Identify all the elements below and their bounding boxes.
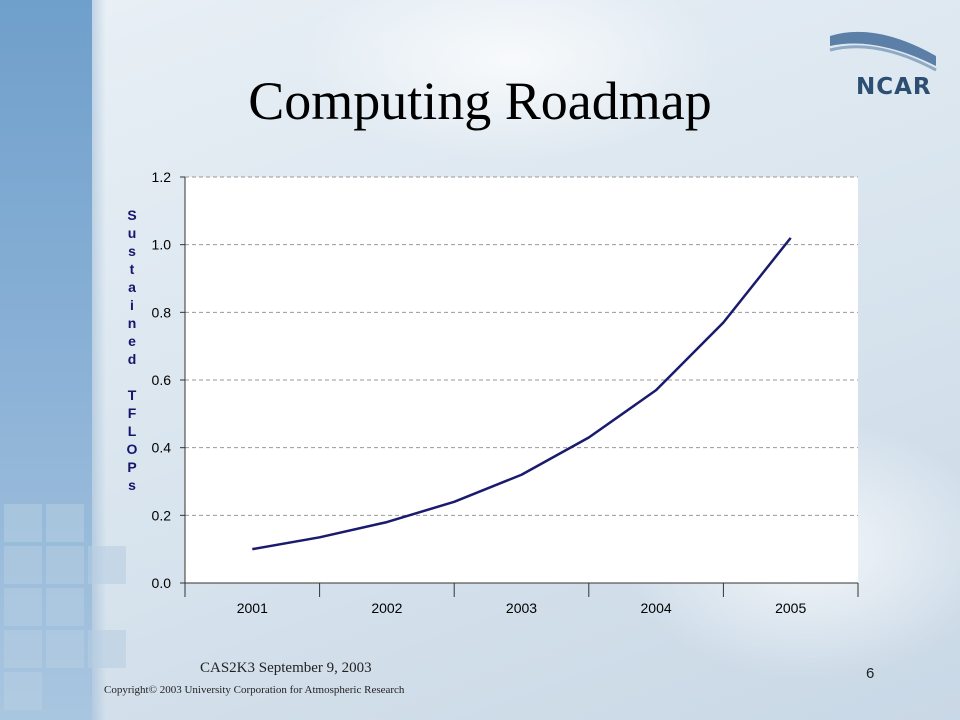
series-line — [252, 237, 792, 551]
y-tick-label: 0.2 — [152, 507, 172, 523]
x-tick-label: 2002 — [371, 600, 402, 616]
y-tick-label: 0.0 — [152, 575, 172, 591]
footer-event: CAS2K3 September 9, 2003 — [200, 660, 372, 676]
y-tick-label: 0.6 — [152, 372, 172, 388]
footer-copyright: Copyright© 2003 University Corporation f… — [104, 684, 405, 696]
x-tick-label: 2001 — [237, 600, 268, 616]
x-tick-label: 2004 — [641, 600, 672, 616]
y-axis-label: S u s t a i n e d T F L O P s — [126, 207, 138, 493]
decor-tile-grid — [0, 500, 140, 720]
x-tick-label: 2003 — [506, 600, 537, 616]
chart-container: 0.0 0.2 0.4 0.6 0.8 1.0 1.2 2001 2002 2003 2004 200… — [100, 160, 880, 630]
slide-title: Computing Roadmap — [248, 71, 712, 131]
ncar-logo-icon — [829, 31, 937, 72]
left-decor-shade — [92, 0, 106, 720]
y-tick-label: 1.2 — [152, 169, 172, 185]
page-number: 6 — [866, 665, 875, 682]
roadmap-chart: 0.0 0.2 0.4 0.6 0.8 1.0 1.2 2001 2002 2003 2004 200… — [152, 169, 859, 616]
logo-text: NCAR — [856, 74, 932, 100]
y-tick-label: 0.8 — [152, 304, 172, 320]
background-cloud — [300, 0, 720, 160]
y-tick-label: 0.4 — [152, 440, 172, 456]
y-tick-label: 1.0 — [152, 237, 172, 253]
x-tick-label: 2005 — [775, 600, 806, 616]
